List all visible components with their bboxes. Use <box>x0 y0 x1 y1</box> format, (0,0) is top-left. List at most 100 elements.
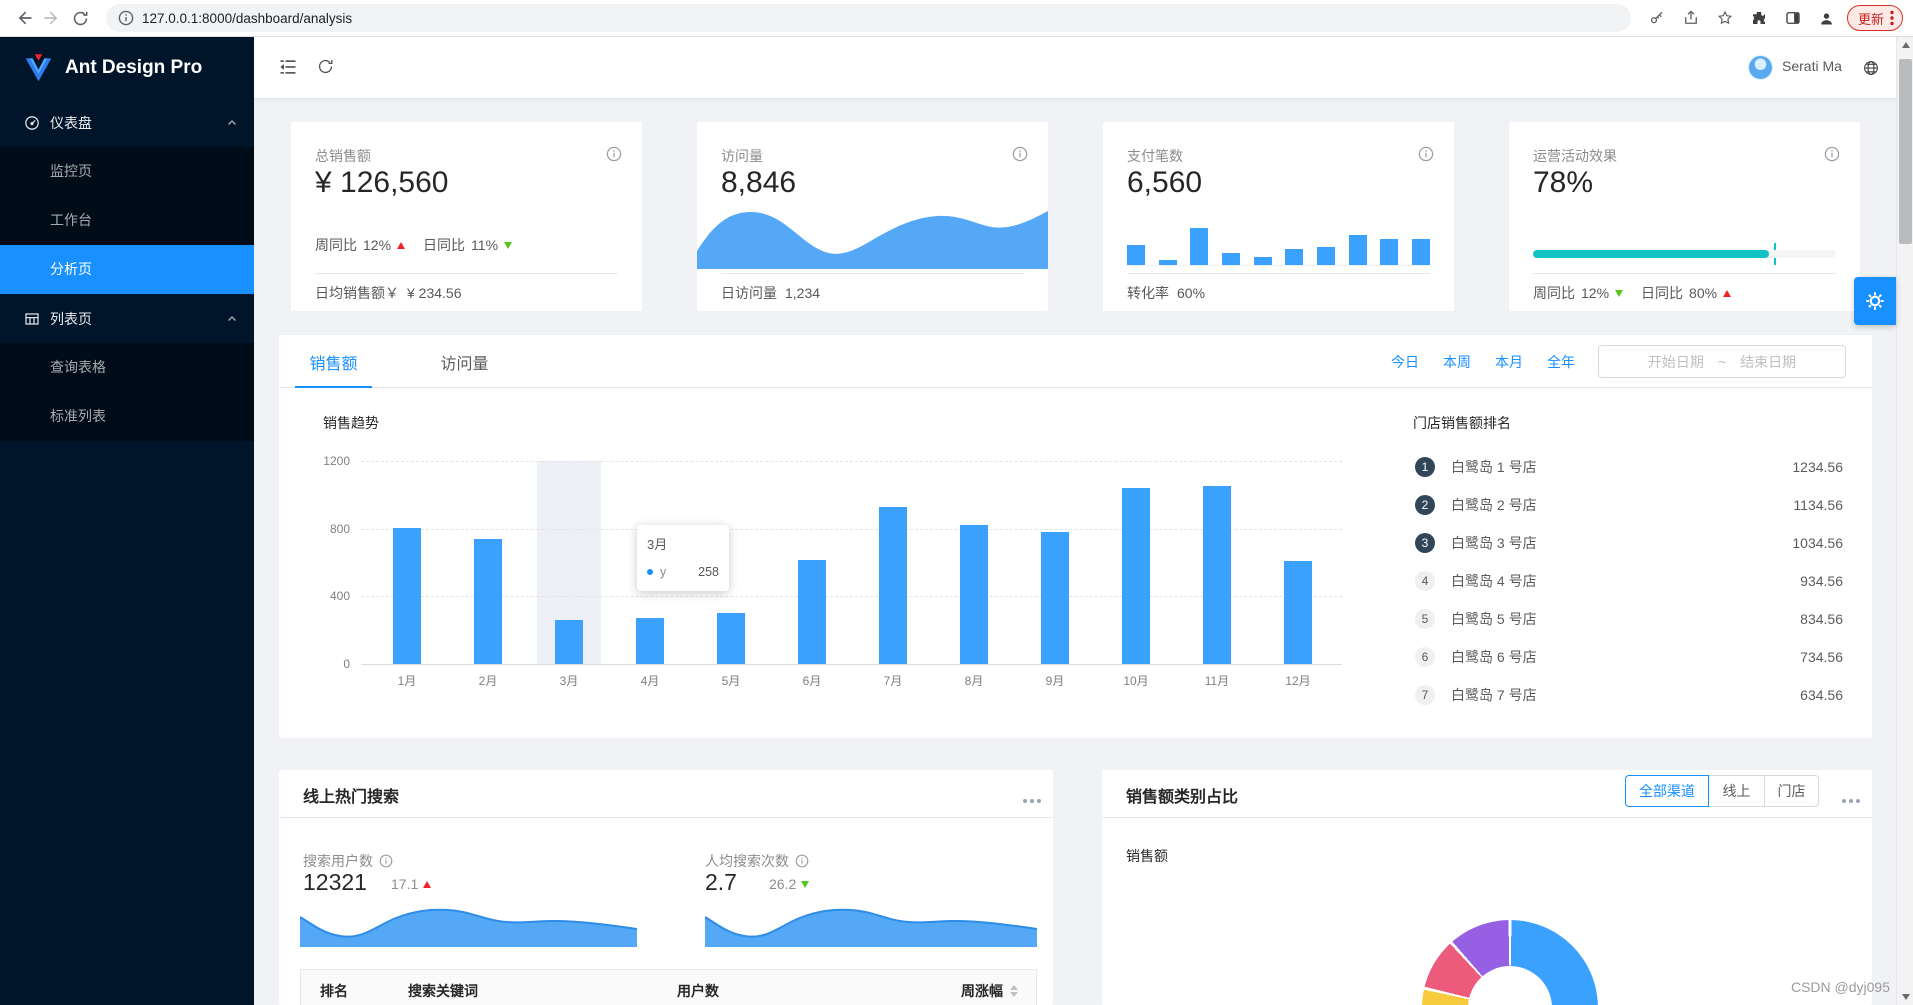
share-icon[interactable] <box>1677 4 1705 32</box>
chrome-update-button[interactable]: 更新 <box>1846 5 1903 31</box>
bar <box>1203 486 1231 664</box>
channel-button[interactable]: 全部渠道 <box>1625 775 1709 807</box>
menu-fold-button[interactable] <box>278 57 298 82</box>
sidebar-group[interactable]: 列表页 <box>0 294 254 343</box>
globe-icon[interactable] <box>1862 59 1880 82</box>
date-range-link[interactable]: 本月 <box>1495 354 1523 370</box>
mini-bar <box>1221 253 1240 265</box>
tab-underline <box>295 386 372 388</box>
bar <box>1122 487 1150 664</box>
ellipsis-menu-icon[interactable] <box>1023 790 1027 808</box>
store-name: 白鹭岛 1 号店 <box>1451 459 1537 475</box>
info-circle-icon[interactable] <box>1824 146 1840 162</box>
x-axis-label: 8月 <box>964 674 984 688</box>
scrollbar-down-arrow[interactable] <box>1897 989 1913 1005</box>
week-trend: 周同比 12% <box>315 235 406 255</box>
stat-card-footer: 周同比 12% 日同比 80% <box>1533 283 1732 303</box>
table-header-cell[interactable]: 周涨幅 <box>961 981 1018 1001</box>
info-circle-icon[interactable] <box>379 854 393 868</box>
date-range-links: 今日 本周 本月 全年 <box>1391 352 1575 372</box>
gridline <box>361 461 1342 462</box>
info-circle-icon[interactable] <box>795 854 809 868</box>
sidebar-item[interactable]: 监控页 <box>50 163 92 179</box>
bar <box>960 525 988 664</box>
bookmark-star-icon[interactable] <box>1711 4 1739 32</box>
y-axis-label: 800 <box>329 521 350 536</box>
stat-card-value: 6,560 <box>1127 166 1203 199</box>
date-range-picker[interactable]: 开始日期 ~ 结束日期 <box>1598 345 1846 378</box>
stat-card-footer: 日访问量 1,234 <box>721 285 821 301</box>
chrome-menu-icon[interactable] <box>1890 10 1894 26</box>
sidebar-item[interactable]: 查询表格 <box>50 359 106 375</box>
info-circle-icon[interactable] <box>1012 146 1028 162</box>
browser-forward-button[interactable] <box>38 4 66 32</box>
store-value: 1034.56 <box>1792 535 1843 551</box>
bar <box>717 612 745 664</box>
date-separator: ~ <box>1717 353 1727 370</box>
x-axis-label: 1月 <box>397 674 417 688</box>
ranking-item: 4 白鹭岛 4 号店 934.56 <box>1415 562 1843 600</box>
app-logo[interactable]: Ant Design Pro <box>0 37 254 98</box>
sidebar-item[interactable]: 工作台 <box>50 212 92 228</box>
logo-title: Ant Design Pro <box>65 56 203 78</box>
scrollbar-up-arrow[interactable] <box>1897 37 1913 53</box>
table-header-cell: 排名 <box>320 983 348 999</box>
url-bar[interactable]: 127.0.0.1:8000/dashboard/analysis <box>106 4 1631 32</box>
tab-sales[interactable]: 销售额 <box>309 356 358 373</box>
visits-mini-area-chart[interactable] <box>697 205 1048 269</box>
date-range-link[interactable]: 本周 <box>1443 354 1471 370</box>
sorter-icon[interactable] <box>1010 985 1018 997</box>
category-card: 销售额类别占比 全部渠道 线上 门店 销售额 <box>1102 770 1872 1005</box>
page-refresh-button[interactable] <box>316 57 335 81</box>
store-name: 白鹭岛 7 号店 <box>1451 687 1537 703</box>
info-circle-icon[interactable] <box>1418 146 1434 162</box>
extensions-icon[interactable] <box>1745 4 1773 32</box>
tooltip-value: 258 <box>698 565 719 579</box>
sales-bar-chart[interactable]: 0 400 800 1200 1月 2月 3月 4月 5月 6月 7月 8月 9月 10月 11月 12月 <box>279 335 1379 738</box>
card-divider <box>279 817 1053 818</box>
day-trend: 日同比 11% <box>423 235 513 255</box>
site-info-icon[interactable] <box>118 10 134 26</box>
rank-badge: 5 <box>1415 609 1435 629</box>
password-key-icon[interactable] <box>1643 4 1671 32</box>
date-range-link[interactable]: 今日 <box>1391 354 1419 370</box>
ranking-item: 2 白鹭岛 2 号店 1134.56 <box>1415 486 1843 524</box>
scrollbar-thumb[interactable] <box>1899 59 1912 244</box>
date-range-link[interactable]: 全年 <box>1547 354 1575 370</box>
gear-icon <box>1866 292 1884 310</box>
mini-area-chart[interactable] <box>705 903 1037 947</box>
page-scrollbar[interactable] <box>1896 37 1913 1005</box>
sidebar-item[interactable]: 分析页 <box>0 245 254 294</box>
tab-visits[interactable]: 访问量 <box>440 356 489 373</box>
stat-card-visits: 访问量 8,846 日访问量 1,234 <box>697 122 1048 311</box>
channel-button[interactable]: 线上 <box>1708 775 1765 807</box>
card-divider <box>721 273 1024 274</box>
rank-badge: 6 <box>1415 647 1435 667</box>
sidebar-group[interactable]: 仪表盘 <box>0 98 254 147</box>
app-header: Serati Ma <box>254 37 1913 98</box>
sidebar-group-label: 列表页 <box>50 310 92 327</box>
payments-mini-bar-chart[interactable] <box>1127 218 1430 266</box>
app-sidebar: Ant Design Pro 仪表盘监控页工作台分析页列表页查询表格标准列表 <box>0 37 254 1005</box>
ranking-item: 3 白鹭岛 3 号店 1034.56 <box>1415 524 1843 562</box>
side-panel-icon[interactable] <box>1779 4 1807 32</box>
card-title: 销售额类别占比 <box>1126 789 1239 806</box>
store-name: 白鹭岛 2 号店 <box>1451 497 1537 513</box>
sidebar-item[interactable]: 标准列表 <box>50 408 106 424</box>
settings-gear-button[interactable] <box>1854 277 1896 325</box>
browser-back-button[interactable] <box>10 4 38 32</box>
channel-button[interactable]: 门店 <box>1764 775 1819 807</box>
table-header-cell: 用户数 <box>677 983 719 999</box>
table-header-cell: 搜索关键词 <box>408 983 478 999</box>
ellipsis-menu-icon[interactable] <box>1842 790 1846 808</box>
bar <box>798 559 826 664</box>
browser-reload-button[interactable] <box>66 4 94 32</box>
user-avatar[interactable] <box>1748 55 1773 80</box>
trend-up-icon <box>423 880 432 888</box>
info-circle-icon[interactable] <box>606 146 622 162</box>
user-name[interactable]: Serati Ma <box>1782 58 1842 74</box>
profile-icon[interactable] <box>1813 4 1841 32</box>
mini-area-chart[interactable] <box>300 903 637 947</box>
forward-arrow-icon <box>44 11 58 25</box>
stat-card-footer: 转化率 60% <box>1127 285 1206 301</box>
